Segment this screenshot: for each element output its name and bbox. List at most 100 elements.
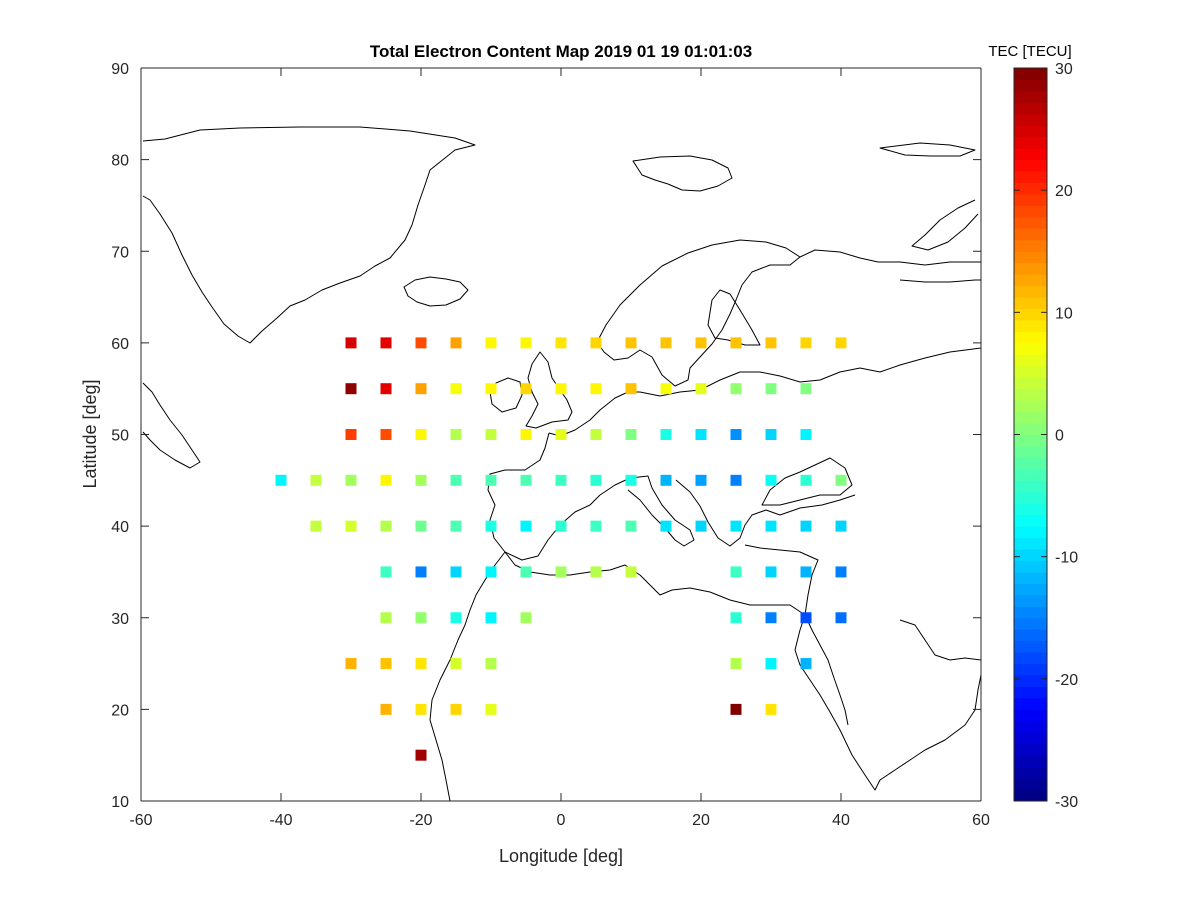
tec-cell — [310, 474, 322, 486]
tec-cell — [415, 429, 427, 440]
colorbar-segment — [1014, 423, 1047, 435]
colorbar-segment — [1014, 789, 1047, 802]
y-tick-label: 20 — [111, 702, 129, 719]
tec-cell — [520, 429, 532, 440]
tec-cell — [765, 658, 777, 670]
tec-cell — [380, 474, 392, 486]
tec-cell — [800, 566, 812, 578]
tec-cell — [310, 520, 322, 532]
tec-cell — [450, 612, 462, 624]
ireland-coast — [489, 377, 523, 413]
colorbar-segment — [1014, 193, 1047, 206]
colorbar-segment — [1014, 606, 1047, 619]
colorbar-segment — [1014, 743, 1047, 756]
colorbar-segment — [1014, 400, 1047, 413]
tec-cell — [730, 337, 742, 349]
colorbar-tick-label: 0 — [1055, 428, 1064, 445]
colorbar-segment — [1014, 480, 1047, 493]
colorbar-segment — [1014, 766, 1047, 779]
colorbar: TEC [TECU] -30 -20 -10 0 10 20 30 — [988, 43, 1078, 811]
tec-cell — [415, 658, 427, 670]
tec-cell — [450, 566, 462, 578]
colorbar-segment — [1014, 319, 1047, 332]
colorbar-segment — [1014, 113, 1047, 126]
tec-cell — [800, 658, 812, 670]
tec-cell — [590, 337, 602, 349]
y-tick-label: 60 — [111, 336, 129, 353]
colorbar-tick-label: 30 — [1055, 61, 1073, 78]
colorbar-segment — [1014, 560, 1047, 573]
tec-cell — [625, 566, 637, 578]
tec-cell — [450, 337, 462, 349]
tec-cell — [345, 474, 357, 486]
colorbar-segment — [1014, 526, 1047, 539]
tec-cell — [345, 658, 357, 670]
tec-cell — [275, 474, 287, 486]
y-tick-label: 80 — [111, 153, 129, 170]
y-axis-ticks: 10 20 30 40 50 60 70 80 90 — [111, 61, 981, 811]
tec-cell — [345, 383, 357, 395]
tec-cell — [555, 520, 567, 532]
colorbar-segment — [1014, 778, 1047, 791]
balkans-coast — [675, 479, 856, 547]
colorbar-segment — [1014, 285, 1047, 298]
colorbar-segment — [1014, 90, 1047, 103]
tec-cell — [625, 383, 637, 395]
colorbar-label: TEC [TECU] — [988, 43, 1071, 60]
colorbar-segment — [1014, 583, 1047, 596]
colorbar-segment — [1014, 365, 1047, 378]
tec-cell — [485, 520, 497, 532]
colorbar-tick-label: -10 — [1055, 550, 1078, 567]
tec-cell — [765, 383, 777, 395]
tec-cell — [765, 703, 777, 715]
colorbar-segment — [1014, 675, 1047, 687]
colorbar-segment — [1014, 755, 1047, 768]
tec-cell — [695, 337, 707, 349]
y-tick-label: 10 — [111, 794, 129, 811]
tec-cell — [555, 337, 567, 349]
colorbar-segment — [1014, 652, 1047, 665]
tec-cell — [485, 566, 497, 578]
tec-cell — [625, 474, 637, 486]
tec-cell — [485, 337, 497, 349]
colorbar-segment — [1014, 125, 1047, 138]
tec-cell — [520, 337, 532, 349]
tec-cell — [695, 474, 707, 486]
colorbar-segment — [1014, 468, 1047, 481]
x-tick-label: 60 — [972, 812, 990, 829]
tec-cell — [695, 383, 707, 395]
colorbar-segment — [1014, 720, 1047, 733]
tec-cell — [485, 703, 497, 715]
tec-cell — [450, 520, 462, 532]
colorbar-segment — [1014, 434, 1047, 447]
y-tick-label: 40 — [111, 519, 129, 536]
tec-cell — [485, 474, 497, 486]
colorbar-segment — [1014, 148, 1047, 161]
tec-cell — [590, 520, 602, 532]
tec-cell — [380, 612, 392, 624]
tec-cell — [695, 520, 707, 532]
colorbar-segment — [1014, 354, 1047, 367]
red-sea-coast — [804, 614, 849, 726]
colorbar-tick-label: -30 — [1055, 794, 1078, 811]
tec-cell — [765, 337, 777, 349]
tec-cell — [730, 383, 742, 395]
colorbar-segment — [1014, 228, 1047, 241]
tec-cell — [485, 658, 497, 670]
colorbar-segment — [1014, 445, 1047, 458]
tec-cell — [380, 703, 392, 715]
russia-north-coast — [799, 249, 981, 266]
tec-cell — [730, 612, 742, 624]
tec-cell — [345, 429, 357, 440]
tec-cell — [485, 429, 497, 440]
colorbar-segment — [1014, 732, 1047, 745]
tec-cell — [520, 383, 532, 395]
tec-cell — [835, 337, 847, 349]
y-tick-label: 50 — [111, 428, 129, 445]
tec-cell — [835, 612, 847, 624]
tec-cell — [590, 474, 602, 486]
tec-cell — [555, 383, 567, 395]
tec-cell — [520, 474, 532, 486]
colorbar-segment — [1014, 68, 1047, 80]
colorbar-segment — [1014, 251, 1047, 264]
